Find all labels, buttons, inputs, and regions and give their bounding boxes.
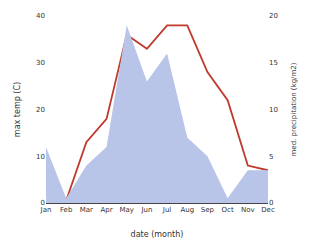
svg-text:0: 0	[269, 199, 273, 207]
svg-text:Feb: Feb	[60, 206, 73, 214]
svg-text:Mar: Mar	[80, 206, 93, 214]
svg-text:20: 20	[269, 12, 278, 20]
svg-text:0: 0	[41, 199, 45, 207]
svg-text:40: 40	[36, 12, 45, 20]
svg-text:Jul: Jul	[162, 206, 172, 214]
svg-text:30: 30	[36, 59, 45, 67]
svg-text:20: 20	[36, 106, 45, 114]
svg-text:10: 10	[269, 106, 278, 114]
svg-text:May: May	[119, 206, 133, 214]
svg-text:max temp (C): max temp (C)	[13, 82, 22, 137]
svg-text:Jan: Jan	[40, 206, 52, 214]
svg-text:date (month): date (month)	[131, 230, 184, 239]
svg-text:15: 15	[269, 59, 278, 67]
svg-text:Aug: Aug	[180, 206, 194, 214]
svg-text:Oct: Oct	[222, 206, 234, 214]
svg-text:Apr: Apr	[100, 206, 112, 214]
svg-text:Sep: Sep	[201, 206, 215, 214]
svg-text:5: 5	[269, 153, 273, 161]
svg-text:med. precipitation (kg/m2): med. precipitation (kg/m2)	[290, 62, 298, 156]
svg-text:Jun: Jun	[140, 206, 152, 214]
svg-text:10: 10	[36, 153, 45, 161]
svg-text:Nov: Nov	[241, 206, 255, 214]
svg-text:Dec: Dec	[261, 206, 275, 214]
